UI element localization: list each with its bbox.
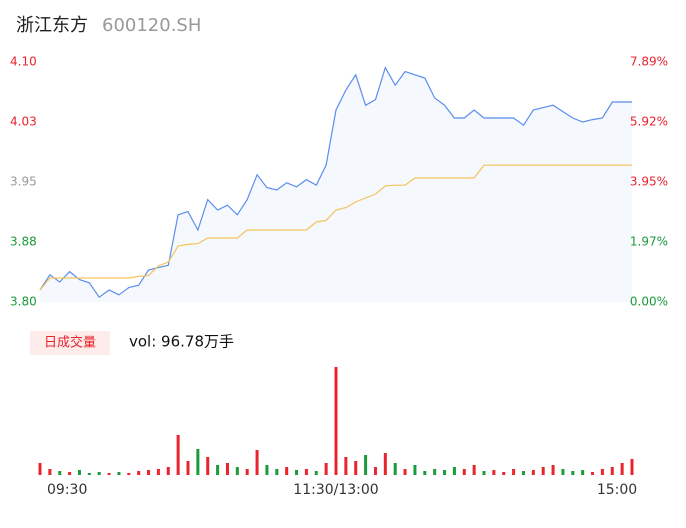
volume-bar [97,472,101,475]
volume-bar [48,469,52,475]
volume-bar [413,465,417,475]
volume-bar [314,471,318,475]
volume-bar [492,470,496,475]
y-tick-label: 3.95 [10,175,37,189]
y2-tick-label: 1.97% [630,235,668,249]
volume-bar [117,472,121,475]
volume-bar [541,467,545,475]
y-tick-label: 4.03 [10,115,37,129]
volume-bar [166,467,170,475]
price-line [39,66,632,299]
volume-bar [393,463,397,475]
volume-bar [176,435,180,475]
volume-bar [354,461,358,475]
volume-bar [38,463,42,475]
x-tick-label: 15:00 [597,482,637,498]
y2-tick-label: 7.89% [630,55,668,69]
y2-tick-label: 5.92% [630,114,668,128]
y-tick-label: 4.10 [10,55,37,69]
price-area [40,67,632,302]
volume-bar [433,469,437,475]
volume-bar [324,463,328,475]
volume-bar [630,459,634,475]
average-line [39,164,632,291]
volume-bar [285,467,289,475]
volume-bar [364,455,368,475]
volume-bar [196,449,200,475]
volume-bar [581,470,585,475]
volume-bar [452,467,456,475]
stock-code: 600120.SH [102,15,201,36]
volume-bar [472,465,476,475]
volume-bar [423,471,427,475]
volume-bar [87,473,91,475]
x-tick-label: 11:30/13:00 [293,482,378,498]
volume-bar [295,470,299,475]
volume-bar [275,469,279,475]
y2-tick-label: 0.00% [630,295,668,309]
volume-bar [561,469,565,475]
volume-bar [620,463,624,475]
volume-bar [225,463,229,475]
volume-tag: 日成交量 [44,335,96,351]
volume-bar [206,457,210,475]
volume-bar [521,471,525,475]
y-tick-label: 3.88 [10,235,37,249]
volume-bar [304,469,308,475]
volume-bar [216,465,220,475]
volume-bar [58,471,62,475]
volume-bar [512,469,516,475]
y2-tick-label: 3.95% [630,174,668,188]
volume-bar [551,465,555,475]
volume-bar [383,453,387,475]
volume-bar [531,470,535,475]
volume-bar [462,469,466,475]
volume-bar [235,467,239,475]
volume-bar [245,469,249,475]
volume-bar [255,450,259,475]
volume-bar [68,472,72,475]
volume-bar [77,470,81,475]
volume-bar [600,469,604,475]
volume-bar [156,469,160,475]
volume-bar [107,473,111,475]
volume-bar [147,470,151,475]
volume-total: vol: 96.78万手 [129,333,234,351]
volume-bar [443,470,447,475]
volume-bar [591,472,595,475]
volume-bar [127,473,131,475]
volume-tag-bg [30,331,110,355]
volume-bar [137,471,141,475]
volume-bar [373,467,377,475]
volume-bar [186,461,190,475]
volume-bar [403,469,407,475]
volume-bar [344,457,348,475]
y-tick-label: 3.80 [10,295,37,309]
x-tick-label: 09:30 [47,482,87,498]
volume-bar [482,471,486,475]
volume-bar [610,467,614,475]
volume-bar [265,465,269,475]
volume-bar [502,472,506,475]
stock-name: 浙江东方 [16,15,88,36]
volume-bar [334,367,338,475]
volume-bar [571,471,575,475]
